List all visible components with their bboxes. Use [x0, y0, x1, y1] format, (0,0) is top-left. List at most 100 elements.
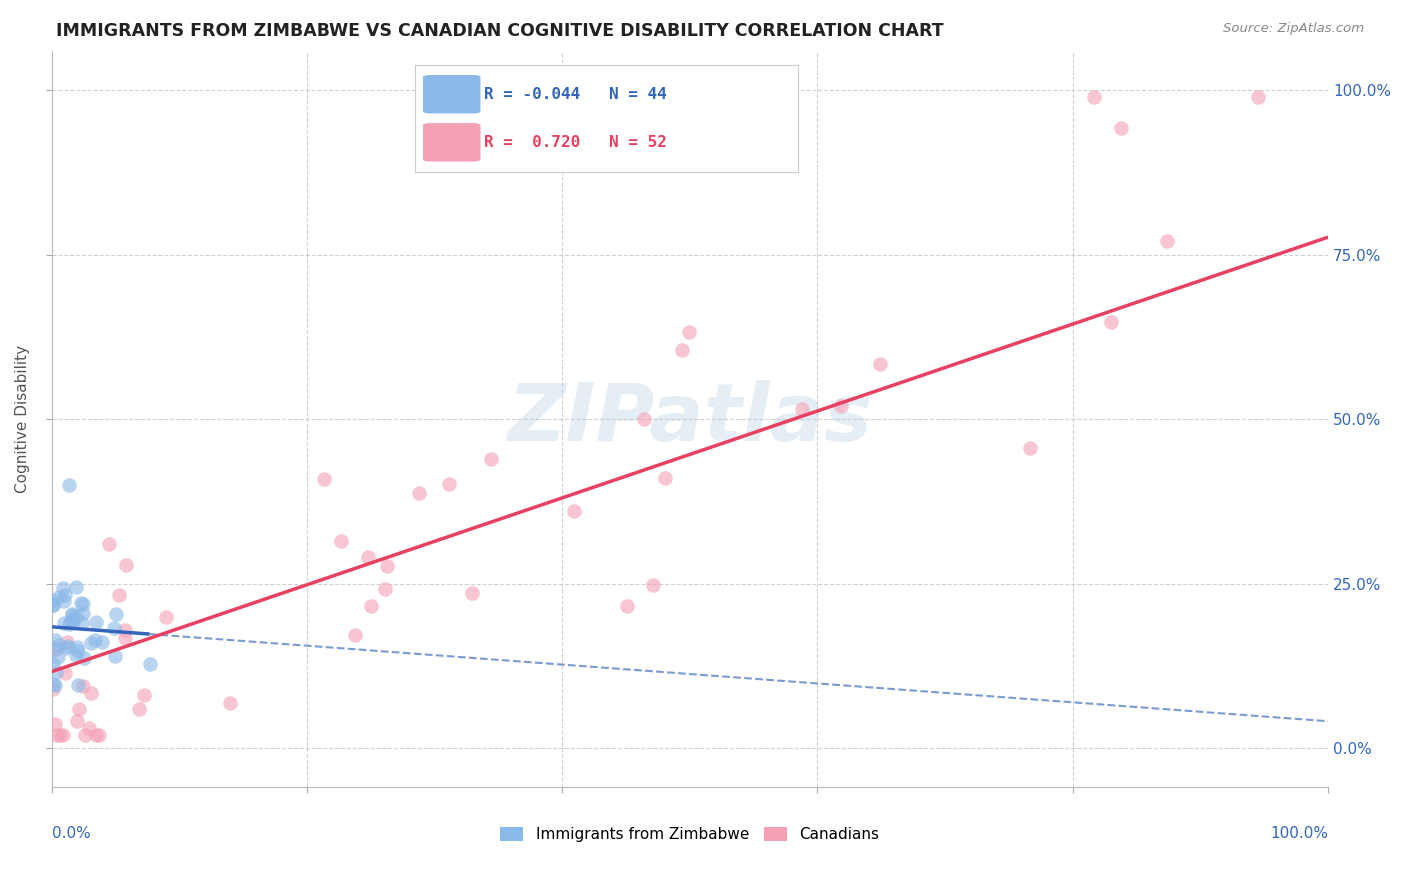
- Point: [48, 590, 70, 604]
- Point: [654, 471, 676, 485]
- Point: [66, 678, 89, 692]
- Point: [357, 550, 380, 565]
- Point: [60, 608, 83, 623]
- Point: [103, 621, 125, 635]
- Point: [72, 606, 94, 620]
- Point: [80, 636, 103, 650]
- Text: ZIPatlas: ZIPatlas: [508, 380, 872, 458]
- Point: [104, 607, 127, 622]
- Point: [62, 615, 84, 630]
- Point: [60, 614, 83, 628]
- Point: [643, 578, 665, 592]
- Point: [1156, 234, 1178, 248]
- Point: [42, 599, 65, 613]
- Point: [678, 325, 700, 339]
- Point: [314, 472, 336, 486]
- Point: [633, 411, 655, 425]
- Point: [374, 582, 396, 596]
- Point: [65, 640, 87, 655]
- Point: [72, 616, 94, 631]
- Point: [138, 657, 160, 671]
- Point: [42, 598, 65, 612]
- Point: [53, 588, 76, 602]
- Point: [1019, 441, 1042, 455]
- Point: [52, 581, 75, 595]
- Point: [44, 678, 66, 692]
- Point: [48, 638, 70, 652]
- Point: [360, 599, 382, 613]
- Point: [65, 648, 87, 662]
- Point: [87, 728, 110, 742]
- Point: [66, 644, 89, 658]
- Point: [73, 728, 96, 742]
- Text: Source: ZipAtlas.com: Source: ZipAtlas.com: [1223, 22, 1364, 36]
- Point: [86, 615, 108, 629]
- Point: [70, 596, 93, 610]
- Point: [1109, 120, 1132, 135]
- Point: [56, 639, 79, 653]
- Point: [1247, 89, 1270, 103]
- Point: [128, 702, 150, 716]
- Point: [55, 641, 77, 656]
- Point: [479, 452, 502, 467]
- Point: [46, 650, 69, 665]
- Point: [115, 558, 138, 572]
- Point: [72, 597, 94, 611]
- Point: [790, 401, 813, 416]
- Y-axis label: Cognitive Disability: Cognitive Disability: [15, 345, 30, 493]
- Point: [44, 716, 66, 731]
- Point: [343, 627, 366, 641]
- Point: [56, 634, 79, 648]
- Point: [65, 609, 87, 624]
- Point: [42, 676, 65, 690]
- Legend: Immigrants from Zimbabwe, Canadians: Immigrants from Zimbabwe, Canadians: [501, 828, 879, 842]
- Text: 0.0%: 0.0%: [52, 826, 90, 841]
- Point: [42, 593, 65, 607]
- Point: [616, 599, 638, 613]
- Point: [45, 642, 67, 657]
- Point: [52, 616, 75, 631]
- Point: [869, 357, 891, 371]
- Point: [84, 728, 107, 742]
- Point: [73, 651, 96, 665]
- Point: [830, 399, 852, 413]
- Point: [42, 641, 65, 656]
- Text: 100.0%: 100.0%: [1270, 826, 1329, 841]
- Point: [330, 534, 353, 549]
- Point: [91, 634, 114, 648]
- Point: [44, 633, 66, 648]
- Point: [67, 701, 90, 715]
- Point: [1099, 315, 1122, 329]
- Point: [132, 688, 155, 702]
- Point: [375, 559, 398, 574]
- Point: [218, 696, 240, 710]
- Point: [562, 504, 585, 518]
- Point: [104, 649, 127, 664]
- Point: [461, 586, 484, 600]
- Point: [107, 588, 129, 602]
- Point: [1083, 89, 1105, 103]
- Point: [114, 631, 136, 645]
- Point: [671, 343, 693, 357]
- Point: [79, 721, 101, 735]
- Point: [52, 728, 75, 742]
- Point: [45, 665, 67, 679]
- Point: [60, 613, 83, 627]
- Point: [408, 486, 430, 500]
- Point: [60, 607, 83, 622]
- Point: [42, 681, 65, 696]
- Point: [98, 537, 121, 551]
- Point: [46, 728, 69, 742]
- Text: IMMIGRANTS FROM ZIMBABWE VS CANADIAN COGNITIVE DISABILITY CORRELATION CHART: IMMIGRANTS FROM ZIMBABWE VS CANADIAN COG…: [56, 22, 943, 40]
- Point: [80, 686, 103, 700]
- Point: [66, 714, 89, 728]
- Point: [58, 616, 80, 631]
- Point: [42, 657, 65, 671]
- Point: [65, 581, 87, 595]
- Point: [437, 477, 460, 491]
- Point: [53, 665, 76, 680]
- Point: [83, 633, 105, 648]
- Point: [53, 593, 76, 607]
- Point: [49, 728, 72, 742]
- Point: [114, 623, 136, 637]
